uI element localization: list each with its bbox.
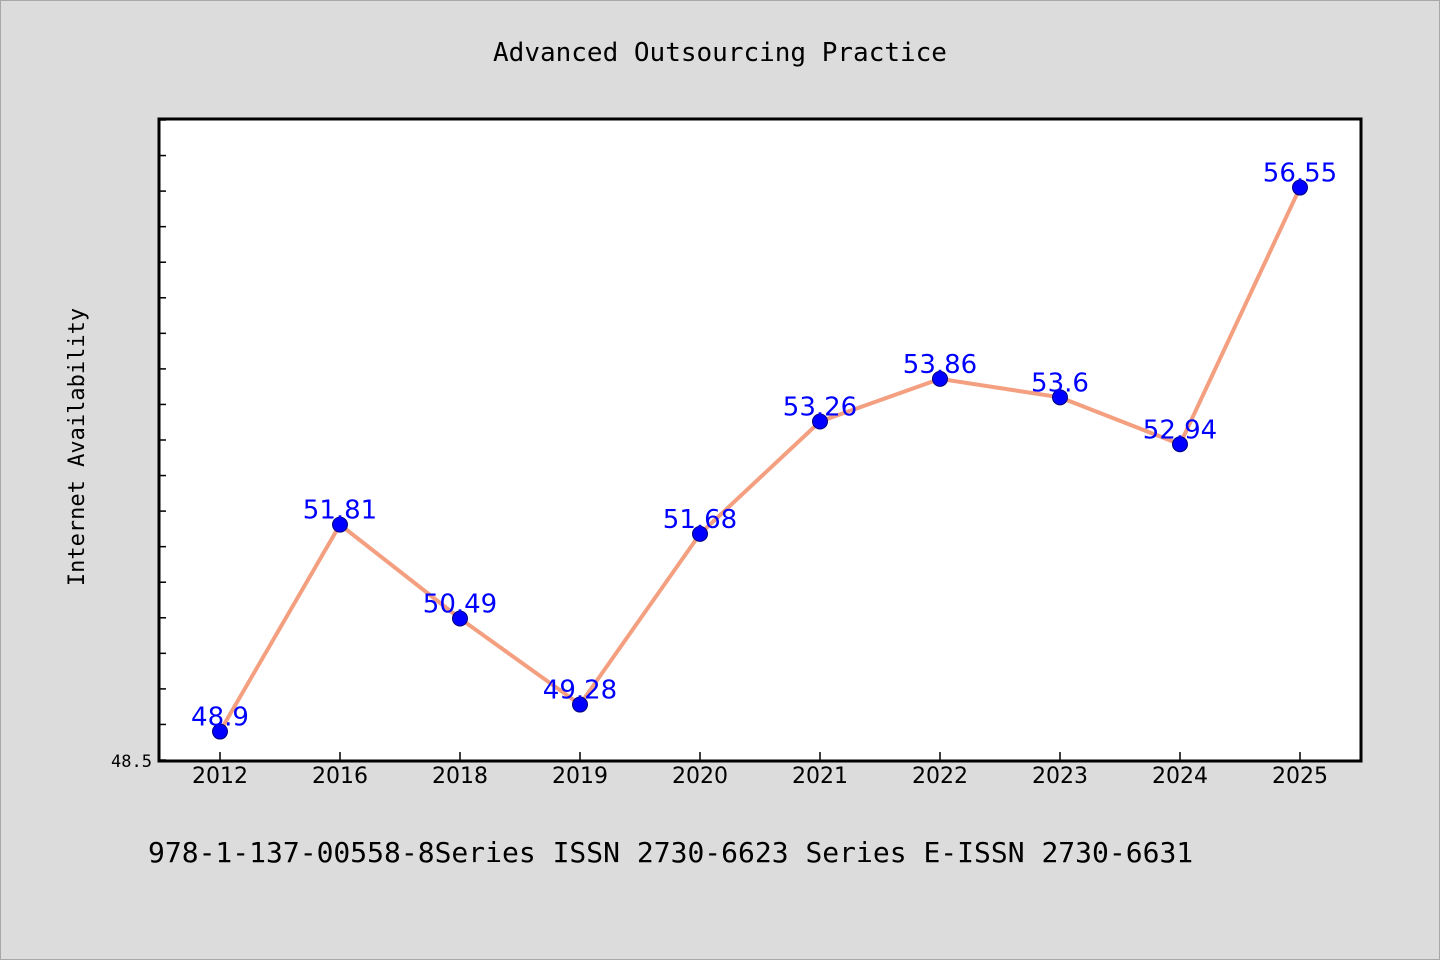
data-point-marker (452, 610, 468, 627)
x-tick-label: 2016 (312, 764, 368, 789)
x-axis-ticks: 2012 2016 2018 2019 2020 2021 2022 2023 2024 2025 (192, 752, 1328, 789)
data-point-marker (332, 516, 348, 533)
data-point-marker (1052, 389, 1068, 406)
data-point-marker (572, 696, 588, 713)
footer-isbn-text: 978-1-137-00558-8Series ISSN 2730-6623 S… (148, 836, 1193, 869)
data-label: 51.81 (303, 496, 377, 526)
plot-area (157, 117, 1363, 763)
x-tick-label: 2025 (1272, 764, 1328, 789)
data-label: 53.6 (1031, 368, 1089, 398)
data-point-marker (1292, 179, 1308, 196)
data-point-marker (1172, 436, 1188, 453)
data-point-marker (692, 525, 708, 542)
data-label: 51.68 (663, 505, 737, 535)
data-label: 48.9 (191, 703, 249, 733)
x-tick-label: 2020 (672, 764, 728, 789)
x-tick-label: 2021 (792, 764, 848, 789)
data-label: 50.49 (423, 589, 497, 619)
data-point-marker (932, 370, 948, 387)
data-labels: 48.9 51.81 50.49 49.28 51.68 53.26 53.86 53.6 52… (191, 159, 1337, 733)
series-line-layer (218, 186, 1302, 733)
data-label: 56.55 (1263, 159, 1337, 189)
x-tick-label: 2023 (1032, 764, 1088, 789)
x-tick-label: 2018 (432, 764, 488, 789)
x-tick-label: 2022 (912, 764, 968, 789)
x-tick-label: 2012 (192, 764, 248, 789)
series-markers (212, 179, 1308, 740)
data-label: 53.86 (903, 350, 977, 380)
data-point-marker (212, 723, 228, 740)
series-line (218, 186, 1302, 733)
x-tick-label: 2024 (1152, 764, 1208, 789)
data-label: 53.26 (783, 393, 857, 423)
data-label: 52.94 (1143, 415, 1217, 445)
data-label: 49.28 (543, 676, 617, 706)
x-tick-label: 2019 (552, 764, 608, 789)
chart-title: Advanced Outsourcing Practice (493, 38, 947, 68)
y-axis-label: Internet Availability (65, 308, 90, 586)
data-point-marker (812, 413, 828, 430)
y-minor-ticks (160, 119, 166, 761)
y-tick-label: 48.5 (111, 752, 152, 772)
